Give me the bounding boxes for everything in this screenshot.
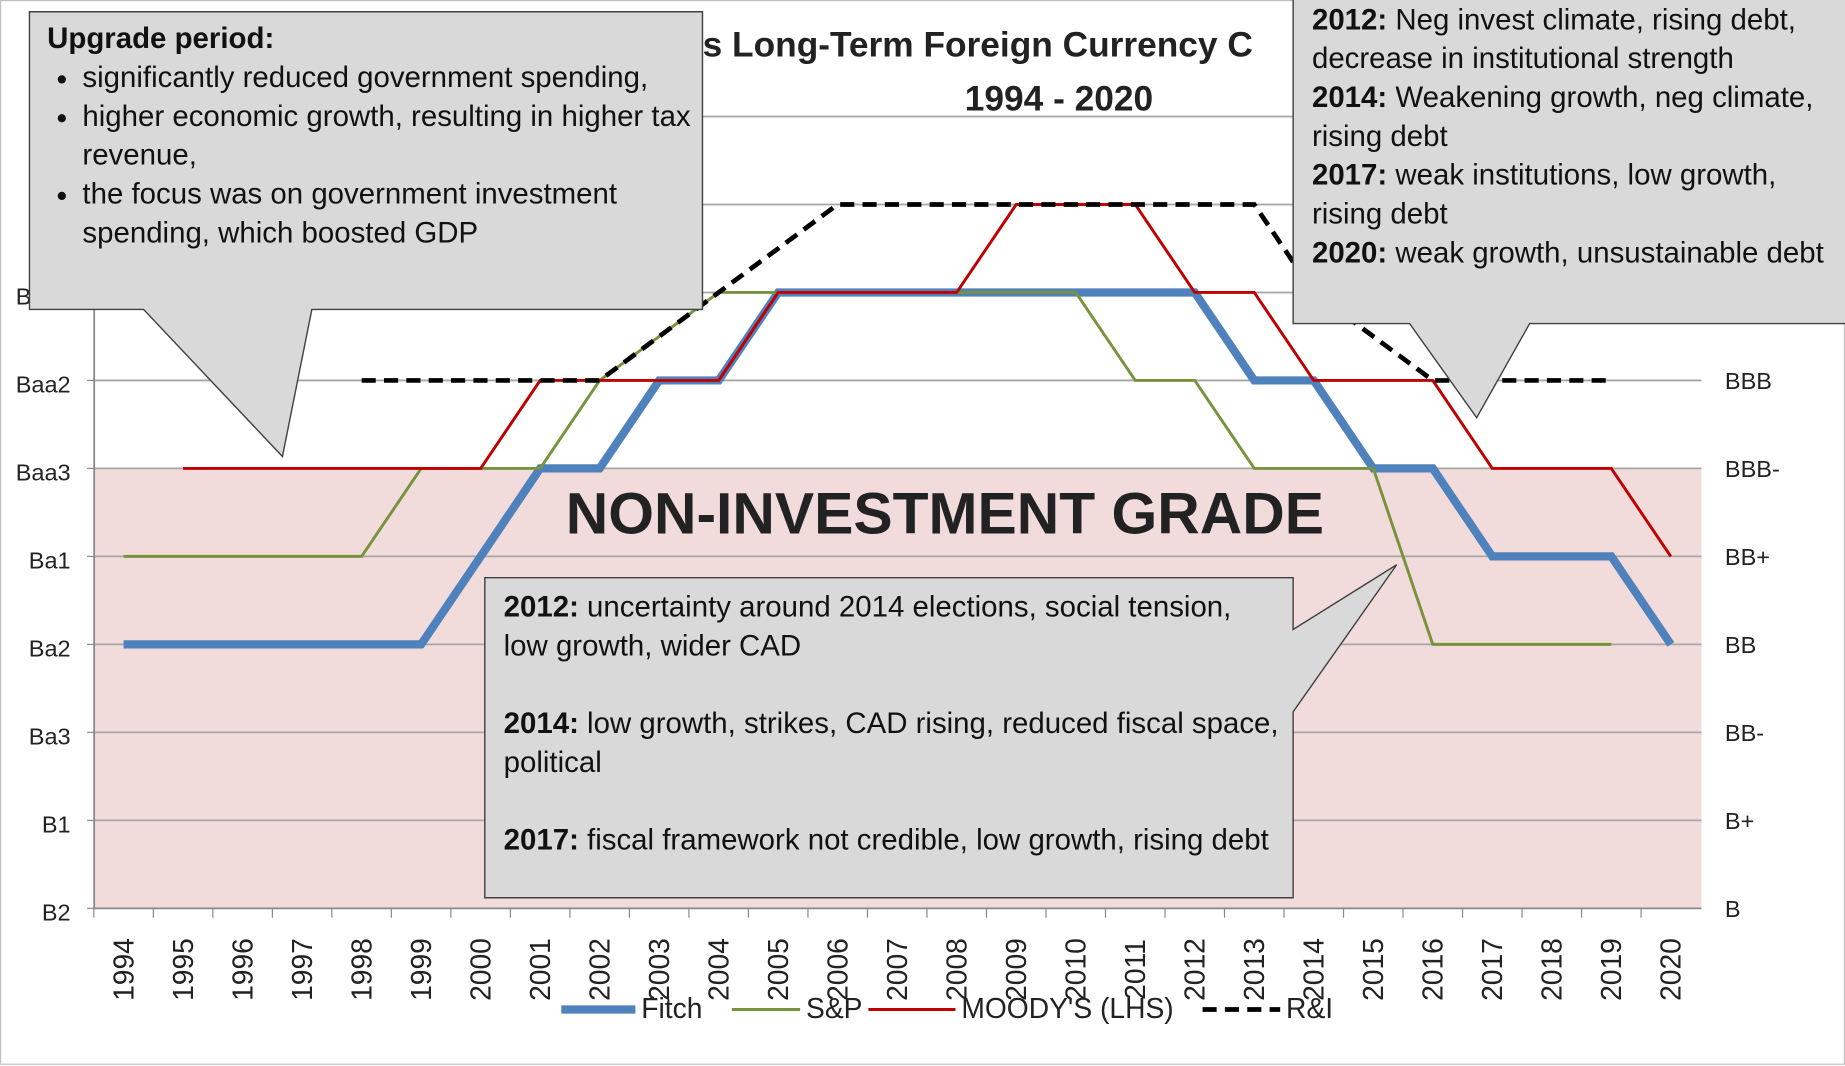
y2-tick-label: BB+ bbox=[1725, 544, 1770, 570]
callout-text: 2012: uncertainty around 2014 elections,… bbox=[504, 588, 1281, 860]
entry-year: 2020: bbox=[1311, 236, 1388, 270]
entry-year: 2012: bbox=[1311, 3, 1388, 37]
entry-text: weak growth, unsustainable debt bbox=[1395, 236, 1824, 270]
y-tick-label: B1 bbox=[42, 811, 71, 837]
region-label: NON-INVESTMENT GRADE bbox=[566, 481, 1324, 546]
callout-box bbox=[28, 11, 704, 458]
entry-text: fiscal framework not credible, low growt… bbox=[587, 823, 1269, 857]
bullet-list: significantly reduced government spendin… bbox=[47, 59, 694, 253]
x-tick-label: 2015 bbox=[1357, 938, 1389, 1001]
callout-heading: Upgrade period: bbox=[47, 22, 275, 56]
callout-entry: 2012: Neg invest climate, rising debt, d… bbox=[1312, 1, 1841, 79]
legend-label: R&I bbox=[1286, 992, 1333, 1024]
legend: Fitch S&P MOODY'S (LHS) R&I bbox=[561, 992, 1333, 1024]
x-tick-label: 2011 bbox=[1119, 939, 1151, 1000]
callout-box bbox=[484, 564, 1398, 899]
chart-title: 's Long-Term Foreign Currency C bbox=[694, 25, 1253, 64]
callout-content: 2012: Neg invest climate, rising debt, d… bbox=[1312, 1, 1841, 273]
x-tick-label: 1997 bbox=[286, 938, 318, 1001]
x-tick-label: 2000 bbox=[464, 938, 496, 1001]
x-tick-label: 2010 bbox=[1060, 938, 1092, 1001]
legend-label: Fitch bbox=[641, 992, 702, 1024]
callout-entry: 2017: fiscal framework not credible, low… bbox=[504, 821, 1281, 860]
y-tick-label: Baa3 bbox=[16, 460, 71, 486]
y-tick-label: Ba2 bbox=[29, 635, 71, 661]
entry-text: weak institutions, low growth, rising de… bbox=[1311, 158, 1777, 231]
x-tick-label: 2017 bbox=[1476, 938, 1508, 1001]
x-tick-label: 2003 bbox=[643, 938, 675, 1001]
chart-subtitle: 1994 - 2020 bbox=[965, 80, 1153, 119]
callout-entry: 2017: weak institutions, low growth, ris… bbox=[1312, 156, 1841, 234]
x-tick-label: 1998 bbox=[345, 938, 377, 1001]
y-tick-label: B2 bbox=[42, 899, 71, 925]
x-tick-label: 1999 bbox=[405, 938, 437, 1001]
entry-year: 2017: bbox=[1311, 158, 1388, 192]
entry-year: 2014: bbox=[503, 707, 579, 741]
x-tick-label: 2002 bbox=[583, 938, 615, 1001]
callout-box bbox=[1292, 0, 1845, 420]
y2-tick-label: BB bbox=[1725, 632, 1756, 658]
y2-tick-label: BBB bbox=[1725, 368, 1772, 394]
callout-entry: 2020: weak growth, unsustainable debt bbox=[1312, 234, 1841, 273]
x-tick-label: 2001 bbox=[524, 938, 556, 1001]
series-line bbox=[361, 202, 1612, 383]
legend-label: MOODY'S (LHS) bbox=[961, 992, 1173, 1024]
entry-text: Weakening growth, neg climate, rising de… bbox=[1311, 81, 1814, 153]
entry-year: 2017: bbox=[503, 823, 579, 857]
y2-tick-label: BB- bbox=[1725, 720, 1764, 746]
entry-text: low growth, strikes, CAD rising, reduced… bbox=[503, 707, 1279, 779]
callout-text: 2012: Neg invest climate, rising debt, d… bbox=[1312, 1, 1841, 273]
callout-entry: 2012: uncertainty around 2014 elections,… bbox=[504, 588, 1281, 666]
entry-year: 2012: bbox=[503, 590, 579, 624]
callout-entry: 2014: Weakening growth, neg climate, ris… bbox=[1312, 79, 1841, 157]
x-tick-label: 2005 bbox=[762, 938, 794, 1001]
callout-content: 2012: uncertainty around 2014 elections,… bbox=[504, 588, 1281, 860]
x-tick-label: 2018 bbox=[1536, 938, 1568, 1001]
entry-text: uncertainty around 2014 elections, socia… bbox=[503, 590, 1232, 663]
x-tick-label: 1994 bbox=[107, 938, 139, 1001]
y2-tick-label: B+ bbox=[1725, 808, 1754, 834]
x-tick-label: 1995 bbox=[167, 938, 199, 1001]
y-tick-label: Ba1 bbox=[29, 548, 71, 574]
series-group bbox=[123, 202, 1675, 649]
callout-content: Upgrade period: significantly reduced go… bbox=[47, 20, 694, 253]
x-tick-label: 2006 bbox=[822, 938, 854, 1001]
y-tick-label: Baa2 bbox=[16, 372, 71, 398]
entry-text: Neg invest climate, rising debt, decreas… bbox=[1311, 3, 1796, 76]
callout-text: Upgrade period: significantly reduced go… bbox=[47, 20, 694, 302]
callout-entry: 2014: low growth, strikes, CAD rising, r… bbox=[504, 705, 1281, 783]
x-tick-label: 2012 bbox=[1179, 938, 1211, 1001]
x-tick-label: 2019 bbox=[1595, 938, 1627, 1001]
bullet: the focus was on government investment s… bbox=[82, 175, 694, 253]
bullet: higher economic growth, resulting in hig… bbox=[82, 98, 694, 176]
x-tick-label: 2004 bbox=[702, 938, 734, 1001]
entry-year: 2014: bbox=[1311, 81, 1388, 115]
y2-tick-label: B bbox=[1725, 896, 1741, 922]
legend-label: S&P bbox=[806, 992, 862, 1024]
series-line bbox=[183, 202, 1673, 558]
y-tick-label: Ba3 bbox=[29, 723, 71, 749]
x-tick-label: 2007 bbox=[881, 938, 913, 1001]
x-tick-label: 1996 bbox=[226, 938, 258, 1001]
x-tick-label: 2013 bbox=[1238, 938, 1270, 1001]
x-tick-label: 2020 bbox=[1655, 938, 1687, 1001]
x-tick-label: 2014 bbox=[1298, 938, 1330, 1001]
x-tick-label: 2008 bbox=[941, 938, 973, 1001]
x-tick-label: 2009 bbox=[1000, 938, 1032, 1001]
x-tick-label: 2016 bbox=[1417, 938, 1449, 1001]
bullet: significantly reduced government spendin… bbox=[82, 59, 694, 98]
y2-tick-label: BBB- bbox=[1725, 456, 1780, 482]
